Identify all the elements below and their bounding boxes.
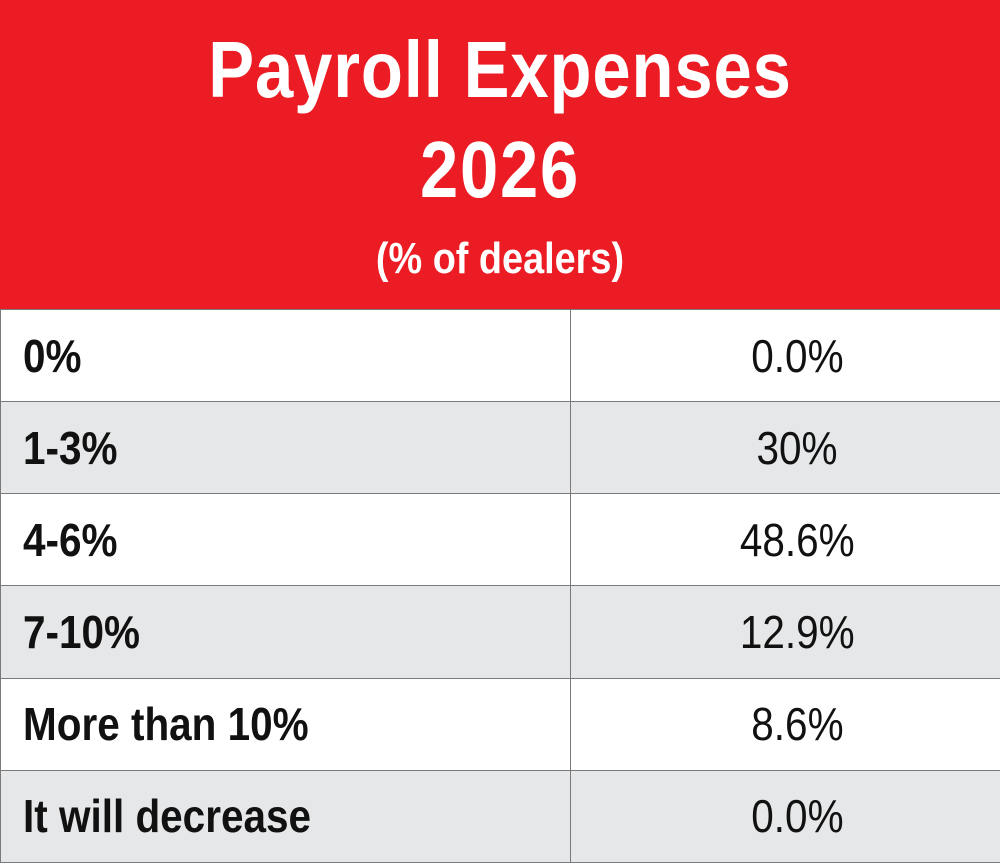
- row-label: 1-3%: [23, 421, 118, 474]
- row-label: 7-10%: [23, 606, 141, 659]
- row-label: 4-6%: [23, 513, 118, 566]
- row-value-cell: 0.0%: [570, 769, 1000, 863]
- row-label-cell: It will decrease: [0, 769, 571, 863]
- row-value-cell: 0.0%: [570, 308, 1000, 403]
- table-row: More than 10% 8.6%: [0, 677, 1000, 771]
- data-table: 0% 0.0% 1-3% 30% 4-6% 48.6% 7-10% 12.9% …: [0, 308, 1000, 863]
- row-value-cell: 8.6%: [570, 677, 1000, 771]
- table-header: Payroll Expenses 2026 (% of dealers): [0, 0, 1000, 309]
- row-value-cell: 48.6%: [570, 493, 1000, 587]
- row-value: 0.0%: [751, 790, 844, 843]
- row-label-cell: 0%: [0, 308, 571, 403]
- chart-title-line1: Payroll Expenses: [208, 25, 792, 114]
- chart-subtitle: (% of dealers): [375, 234, 625, 283]
- row-label: It will decrease: [23, 790, 312, 843]
- row-value: 30%: [756, 421, 839, 474]
- row-label-cell: 7-10%: [0, 585, 571, 679]
- row-value-cell: 30%: [570, 401, 1000, 495]
- row-label-cell: More than 10%: [0, 677, 571, 771]
- row-value: 12.9%: [740, 606, 855, 659]
- chart-title-line2: 2026: [420, 125, 580, 214]
- row-label: More than 10%: [23, 698, 309, 751]
- table-row: 7-10% 12.9%: [0, 585, 1000, 679]
- table-row: 1-3% 30%: [0, 401, 1000, 495]
- row-value-cell: 12.9%: [570, 585, 1000, 679]
- row-value: 48.6%: [740, 513, 855, 566]
- row-value: 8.6%: [751, 698, 844, 751]
- row-label: 0%: [23, 329, 82, 382]
- table-row: 0% 0.0%: [0, 308, 1000, 403]
- row-value: 0.0%: [751, 329, 844, 382]
- table-row: 4-6% 48.6%: [0, 493, 1000, 587]
- row-label-cell: 4-6%: [0, 493, 571, 587]
- row-label-cell: 1-3%: [0, 401, 571, 495]
- table-row: It will decrease 0.0%: [0, 769, 1000, 863]
